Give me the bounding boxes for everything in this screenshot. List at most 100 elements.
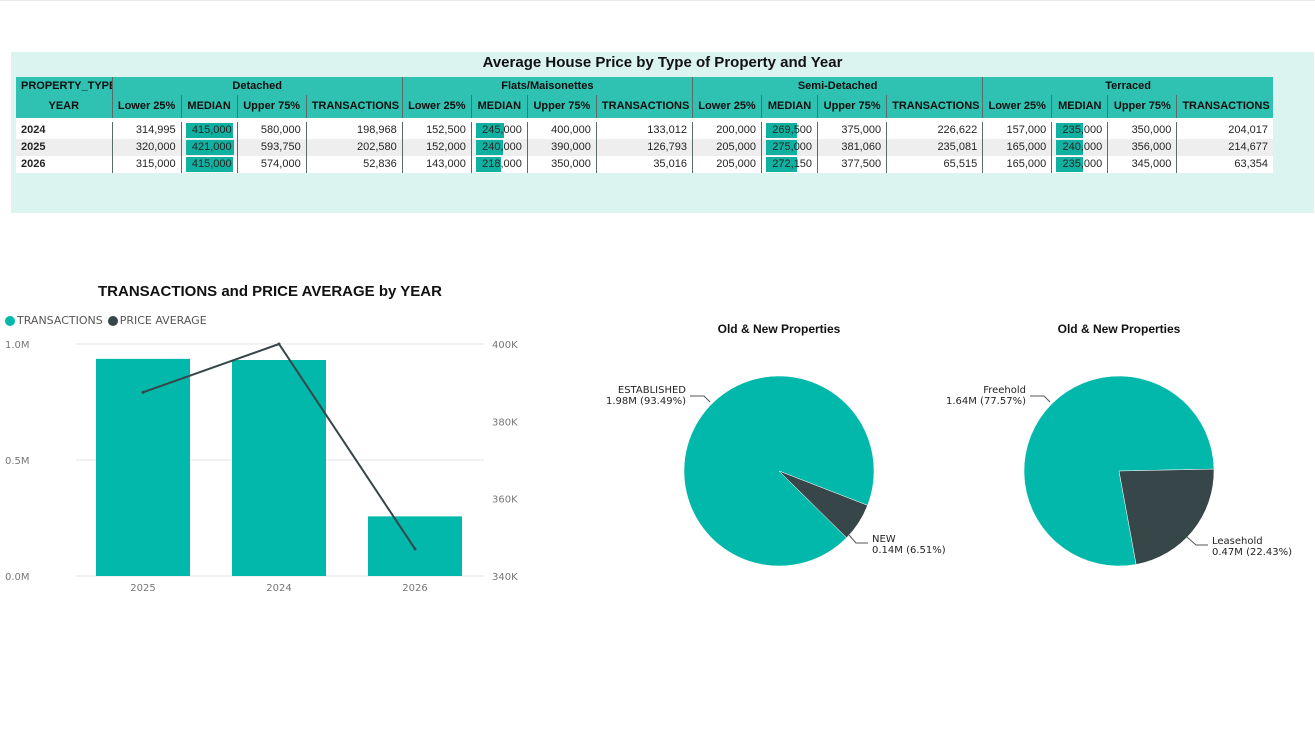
value-cell: 205,000 [691, 156, 762, 173]
group-header[interactable]: Semi-Detached [691, 77, 983, 95]
pie-slice-label: NEW [872, 534, 896, 545]
median-value: 235,000 [1062, 158, 1103, 170]
group-header[interactable]: Terraced [982, 77, 1273, 95]
y-right-tick-label: 400K [492, 340, 518, 351]
value-cell: 63,354 [1176, 156, 1273, 173]
column-header[interactable]: TRANSACTIONS [305, 95, 403, 118]
median-value: 269,500 [772, 124, 813, 136]
median-data-bar [1056, 123, 1084, 138]
column-header[interactable]: Lower 25% [401, 95, 472, 118]
median-data-bar [475, 157, 501, 172]
row-header-year[interactable]: YEAR [16, 95, 113, 118]
column-header[interactable]: Upper 75% [526, 95, 597, 118]
median-data-bar [185, 123, 233, 138]
median-value: 235,000 [1062, 124, 1103, 136]
legend-label-price-average: PRICE AVERAGE [119, 314, 207, 327]
row-header-property-type[interactable]: PROPERTY_TYPE [16, 77, 113, 95]
pie-slice-label: Freehold [983, 385, 1026, 396]
top-divider [0, 0, 1315, 1]
median-cell: 240,000 [1051, 139, 1108, 156]
pie-slice-label: ESTABLISHED [618, 385, 686, 396]
group-header[interactable]: Flats/Maisonettes [401, 77, 693, 95]
table-row[interactable]: 2025 320,000 421,000 593,750 202,580 152,000 2… [16, 139, 1273, 156]
median-data-bar [475, 123, 504, 138]
value-cell: 143,000 [401, 156, 472, 173]
value-cell: 390,000 [526, 139, 597, 156]
column-header[interactable]: Lower 25% [111, 95, 182, 118]
column-header[interactable]: MEDIAN [470, 95, 528, 118]
pie-leader-line [1030, 395, 1051, 403]
column-header[interactable]: TRANSACTIONS [595, 95, 693, 118]
value-cell: 165,000 [982, 139, 1052, 156]
value-cell: 205,000 [691, 139, 762, 156]
column-header[interactable]: Upper 75% [1107, 95, 1177, 118]
combo-chart-title: TRANSACTIONS and PRICE AVERAGE by YEAR [98, 283, 442, 300]
pie-slice[interactable] [1118, 468, 1215, 565]
median-data-bar [185, 140, 234, 155]
y-left-tick-label: 0.5M [5, 456, 30, 467]
point-price-average[interactable] [141, 390, 145, 394]
row-year: 2024 [16, 122, 113, 139]
legend-label-transactions: TRANSACTIONS [17, 314, 103, 327]
column-header[interactable]: MEDIAN [761, 95, 818, 118]
value-cell: 350,000 [1107, 122, 1177, 139]
value-cell: 375,000 [817, 122, 887, 139]
value-cell: 320,000 [111, 139, 182, 156]
column-header[interactable]: Upper 75% [817, 95, 887, 118]
column-header[interactable]: Lower 25% [982, 95, 1052, 118]
bar-transactions[interactable] [232, 360, 326, 576]
column-header[interactable]: Lower 25% [691, 95, 762, 118]
value-cell: 202,580 [305, 139, 403, 156]
y-left-tick-label: 0.0M [5, 572, 30, 583]
value-cell: 593,750 [236, 139, 307, 156]
row-year: 2026 [16, 156, 113, 173]
value-cell: 152,000 [401, 139, 472, 156]
combo-chart[interactable]: 0.0M 0.5M 1.0M 340K 360K 380K 400K 2025 2024 2026 [0, 330, 540, 600]
point-price-average[interactable] [413, 547, 417, 551]
median-cell: 218,000 [470, 156, 528, 173]
value-cell: 356,000 [1107, 139, 1177, 156]
column-header[interactable]: TRANSACTIONS [886, 95, 983, 118]
value-cell: 35,016 [595, 156, 693, 173]
median-data-bar [766, 123, 798, 138]
column-header[interactable]: MEDIAN [1051, 95, 1108, 118]
legend-item-transactions[interactable]: TRANSACTIONS [5, 314, 103, 327]
median-cell: 245,000 [470, 122, 528, 139]
column-header[interactable]: TRANSACTIONS [1176, 95, 1273, 118]
median-cell: 415,000 [180, 122, 238, 139]
value-cell: 204,017 [1176, 122, 1273, 139]
value-cell: 400,000 [526, 122, 597, 139]
column-header[interactable]: MEDIAN [180, 95, 238, 118]
group-header[interactable]: Detached [111, 77, 403, 95]
bar-transactions[interactable] [96, 358, 190, 576]
median-value: 415,000 [191, 124, 232, 136]
value-cell: 314,995 [111, 122, 182, 139]
median-cell: 235,000 [1051, 156, 1108, 173]
combo-chart-legend: TRANSACTIONS PRICE AVERAGE [5, 314, 212, 327]
median-value: 275,000 [772, 141, 813, 153]
matrix-title: Average House Price by Type of Property … [482, 54, 843, 71]
point-price-average[interactable] [277, 342, 281, 346]
median-data-bar [185, 157, 233, 172]
median-value: 421,000 [191, 141, 232, 153]
price-matrix-visual[interactable]: Average House Price by Type of Property … [11, 52, 1314, 213]
median-data-bar [766, 157, 798, 172]
median-cell: 275,000 [761, 139, 818, 156]
header-spacer [16, 118, 1273, 122]
median-data-bar [766, 140, 798, 155]
pie-leader-line [848, 534, 868, 544]
legend-item-price-average[interactable]: PRICE AVERAGE [107, 314, 207, 327]
value-cell: 152,500 [401, 122, 472, 139]
y-right-tick-label: 340K [492, 572, 518, 583]
column-header[interactable]: Upper 75% [236, 95, 307, 118]
row-year: 2025 [16, 139, 113, 156]
value-cell: 198,968 [305, 122, 403, 139]
value-cell: 157,000 [982, 122, 1052, 139]
table-row[interactable]: 2026 315,000 415,000 574,000 52,836 143,000 21… [16, 156, 1273, 173]
pie-slice-value: 1.64M (77.57%) [946, 396, 1026, 407]
bar-transactions[interactable] [368, 516, 462, 576]
table-row[interactable]: 2024 314,995 415,000 580,000 198,968 152,500 2… [16, 122, 1273, 139]
pie-slice[interactable] [778, 470, 868, 539]
